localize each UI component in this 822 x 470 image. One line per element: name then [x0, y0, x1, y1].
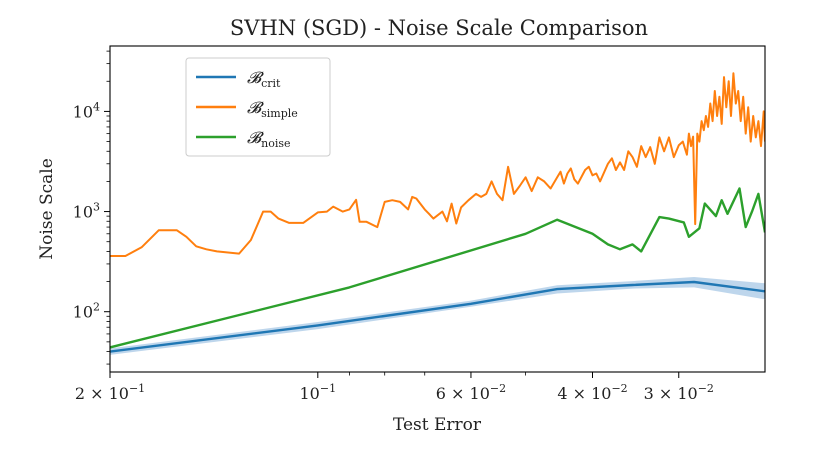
crit-confidence-band-layer [110, 277, 765, 355]
x-tick-label: 2 × 10−1 [75, 382, 145, 403]
series-line-noise [110, 187, 765, 349]
legend-box [185, 57, 331, 157]
series-band-crit [110, 277, 765, 355]
y-axis-label: Noise Scale [37, 158, 57, 260]
series-lines-layer [110, 72, 765, 353]
series-line-simple [110, 72, 765, 257]
x-axis-label: Test Error [393, 415, 482, 435]
legend-label-crit: 𝓑crit [247, 68, 281, 90]
series-line-crit [110, 280, 765, 353]
axis-ticks-layer: 2 × 10−1 10−1 6 × 10−2 4 × 10−2 3 × 10−2 102 1… [73, 50, 714, 403]
legend: 𝓑crit 𝓑simple 𝓑noise [185, 57, 331, 157]
legend-label-simple: 𝓑simple [247, 98, 298, 120]
x-tick-label: 3 × 10−2 [644, 382, 714, 403]
y-tick-label: 104 [73, 100, 100, 121]
x-tick-label: 4 × 10−2 [557, 382, 627, 403]
y-tick-label: 102 [73, 301, 100, 322]
y-tick-label: 103 [73, 201, 100, 222]
x-tick-label: 6 × 10−2 [436, 382, 506, 403]
legend-entries: 𝓑crit 𝓑simple 𝓑noise [196, 68, 298, 150]
chart-title: SVHN (SGD) - Noise Scale Comparison [230, 16, 648, 40]
x-tick-label: 10−1 [300, 382, 337, 403]
legend-label-noise: 𝓑noise [247, 128, 291, 150]
plot-frame [109, 45, 766, 373]
